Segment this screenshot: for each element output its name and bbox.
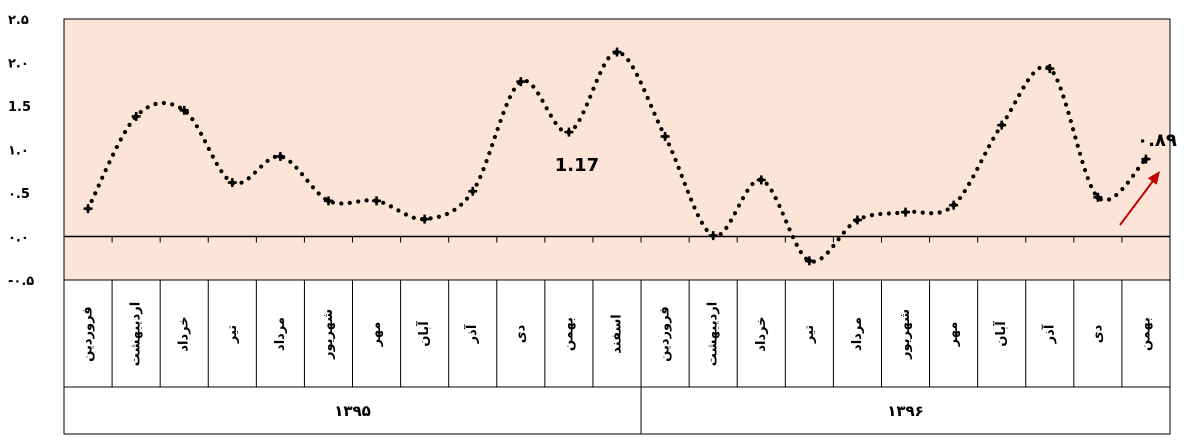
x-tick-label: شهریور [321,309,336,360]
data-point [275,151,285,161]
x-tick-label: اردیبهشت [706,302,721,366]
data-point [852,215,862,225]
x-tick-label: اردیبهشت [129,302,144,366]
data-point [756,175,766,185]
x-tick-label: آبان [992,321,1009,347]
plot-background [63,18,1171,281]
x-tick-label: خرداد [177,316,192,351]
y-tick-label: -۰.۵ [8,274,34,289]
data-point [372,196,382,206]
data-point [468,186,478,196]
x-tick-label: تیر [225,325,240,344]
x-tick-label: مهر [369,322,384,348]
year-label: ۱۳۹۶ [887,402,924,420]
data-point [804,256,814,266]
data-point [1045,64,1055,74]
x-tick-label: خرداد [754,316,769,351]
y-axis-ticks: ۲.۵ ۲.۰ 1.5 ۱.۰ ۰.5 ۰.۰ -۰.۵ [8,13,34,289]
x-tick-label: دی [1090,324,1105,343]
x-tick-label: مهر [946,322,961,348]
category-axis-frame [63,279,1171,435]
annotation-arrow-head [1147,171,1160,185]
x-tick-label: اسفند [610,314,625,353]
x-tick-label: فروردین [81,306,96,361]
data-point [949,200,959,210]
x-tick-label: بهمن [561,317,576,351]
annotation-arrow-shaft [1119,176,1157,226]
category-axis: فروردین اردیبهشت خرداد تیر مرداد شهریور مهر آبا… [63,279,1171,435]
series-line [85,49,1149,264]
x-tick-label: آذر [1040,324,1057,344]
data-point [516,77,526,87]
y-tick-label: ۱.۰ [8,144,29,159]
data-point [708,231,718,241]
data-point [660,131,670,141]
data-point [564,127,574,137]
data-line [83,47,1151,266]
y-tick-label: ۰.5 [8,187,30,202]
data-point [323,196,333,206]
x-tick-label: آذر [463,324,480,344]
data-point [227,178,237,188]
x-tick-label: تیر [802,325,817,344]
data-point [83,204,93,214]
data-point [1141,154,1151,164]
annotations: 1.17 ۰.۸۹ [555,130,1177,226]
x-tick-label: شهریور [898,309,913,360]
data-point [1093,192,1103,202]
data-point [420,214,430,224]
y-tick-label: ۰.۰ [8,231,29,246]
x-tick-label: آبان [415,321,432,347]
x-tick-label: بهمن [1138,317,1153,351]
y-tick-label: 1.5 [8,100,31,115]
x-tick-label: مرداد [850,317,865,351]
annotation-label: 1.17 [555,155,599,176]
data-point [179,105,189,115]
x-tick-label: دی [513,324,528,343]
year-label: ۱۳۹۵ [334,402,371,420]
x-tick-label: مرداد [273,317,288,351]
y-tick-label: ۲.۵ [8,13,29,28]
data-point [997,120,1007,130]
data-point [612,47,622,57]
data-point [131,111,141,121]
y-tick-label: ۲.۰ [8,57,29,72]
data-point [901,207,911,217]
x-tick-label: فروردین [658,306,673,361]
plot-area [63,18,1171,281]
annotation-label: ۰.۸۹ [1137,130,1177,151]
